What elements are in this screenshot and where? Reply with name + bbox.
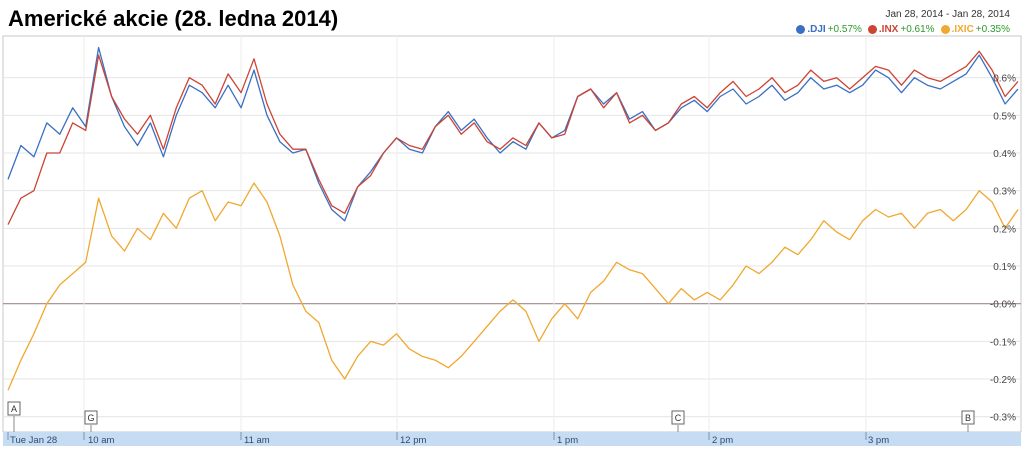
marker-flag[interactable] (84, 410, 98, 425)
chart-title: Americké akcie (28. ledna 2014) (8, 6, 339, 31)
legend: .DJI +0.57% .INX +0.61% .IXIC +0.35% (796, 24, 1010, 35)
marker-label: B (965, 413, 971, 423)
y-tick-label: 0.5% (993, 111, 1016, 122)
x-tick-label: 2 pm (712, 435, 733, 446)
marker-label: C (675, 413, 682, 423)
x-axis-labels: Tue Jan 28 10 am 11 am 12 pm 1 pm 2 pm 3 pm (7, 432, 889, 446)
x-tick-label: 3 pm (868, 435, 889, 446)
legend-item-inx[interactable]: .INX +0.61% (867, 24, 935, 35)
y-tick-label: -0.1% (990, 337, 1016, 348)
marker-flag[interactable] (961, 410, 975, 425)
x-tick-label: 10 am (88, 435, 114, 446)
marker-flag[interactable] (7, 401, 21, 416)
marker-label: G (87, 413, 94, 423)
marker-flag[interactable] (671, 410, 685, 425)
legend-name-inx: .INX (878, 24, 899, 35)
legend-change-ixic: +0.35% (975, 24, 1010, 35)
series-line-inx (7, 50, 1019, 225)
x-tick-label: 12 pm (400, 435, 426, 446)
y-tick-label: -0.0% (990, 300, 1016, 311)
y-tick-label: 0.3% (993, 187, 1016, 198)
x-tick-label: Tue Jan 28 (10, 435, 57, 446)
legend-name-ixic: .IXIC (951, 24, 974, 35)
legend-name-dji: .DJI (807, 24, 826, 35)
y-tick-label: -0.3% (990, 413, 1016, 424)
series-line-ixic (7, 182, 1019, 391)
time-axis-bar (3, 432, 1021, 446)
gridlines (3, 36, 1021, 432)
date-range: Jan 28, 2014 - Jan 28, 2014 (885, 9, 1010, 20)
y-tick-label: -0.2% (990, 375, 1016, 386)
legend-dot-inx (867, 25, 877, 34)
y-tick-label: 0.6% (993, 74, 1016, 85)
legend-change-dji: +0.57% (827, 24, 862, 35)
y-axis-labels: 0.6% 0.5% 0.4% 0.3% 0.2% 0.1% -0.0% -0.1% -0.2% -… (990, 74, 1016, 424)
legend-item-dji[interactable]: .DJI +0.57% (796, 24, 862, 35)
marker-label: A (11, 404, 17, 414)
series-line-dji (7, 46, 1019, 222)
series-lines (7, 46, 1019, 391)
x-tick-label: 11 am (244, 435, 270, 446)
y-tick-label: 0.4% (993, 149, 1016, 160)
y-tick-label: 0.1% (993, 262, 1016, 273)
x-tick-label: 1 pm (557, 435, 578, 446)
legend-dot-ixic (940, 25, 950, 34)
legend-change-inx: +0.61% (900, 24, 935, 35)
y-tick-label: 0.2% (993, 224, 1016, 235)
legend-dot-dji (796, 25, 806, 34)
legend-item-ixic[interactable]: .IXIC +0.35% (940, 24, 1010, 35)
event-markers: AG C B (7, 401, 975, 432)
plot-border (2, 35, 1022, 433)
